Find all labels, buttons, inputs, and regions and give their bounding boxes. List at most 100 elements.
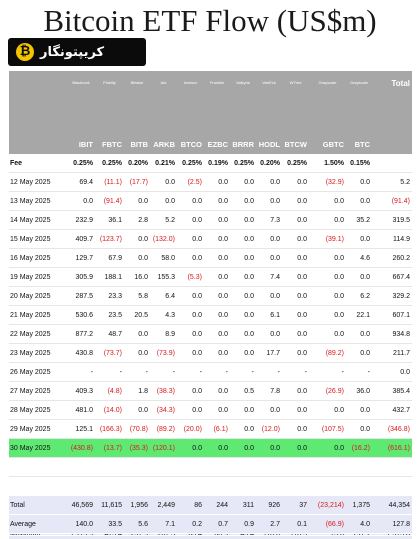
stat-label: Maximum (9, 534, 67, 536)
flow-cell: (35.3) (124, 439, 150, 458)
stat-cell: 0.9 (230, 515, 256, 534)
flow-cell: 0.0 (256, 439, 282, 458)
flow-cell: 0.0 (124, 249, 150, 268)
stat-cell: 1,375 (346, 496, 372, 515)
flow-cell: 0.0 (256, 287, 282, 306)
flow-cell: 0.0 (204, 439, 230, 458)
flow-cell: 0.0 (282, 344, 309, 363)
row-date: 22 May 2025 (9, 325, 67, 344)
flow-cell (177, 458, 204, 477)
flow-cell: - (282, 363, 309, 382)
flow-cell: 0.0 (204, 211, 230, 230)
flow-cell: 409.7 (67, 230, 95, 249)
stat-label: Average (9, 515, 67, 534)
header-corner (9, 71, 67, 114)
fee-cell: 0.19% (204, 154, 230, 173)
flow-cell: 0.0 (256, 173, 282, 192)
header-spacer (346, 114, 372, 122)
stat-cell: (642.5) (282, 536, 309, 539)
ticker-total-blank (372, 134, 412, 154)
fee-total-blank (372, 154, 412, 173)
flow-cell: (132.0) (150, 230, 177, 249)
stat-cell: 43.4 (230, 534, 256, 536)
stat-cell: 0.7 (204, 515, 230, 534)
flow-cell: (346.8) (372, 420, 412, 439)
header-subrow (124, 122, 150, 134)
flow-cell: 7.3 (256, 211, 282, 230)
flow-cell: (2.5) (177, 173, 204, 192)
flow-cell: 0.0 (230, 173, 256, 192)
flow-cell: 7.4 (256, 268, 282, 287)
flow-cell: 260.2 (372, 249, 412, 268)
header-subrow (204, 122, 230, 134)
stat-cell: 118.5 (282, 534, 309, 536)
flow-cell: 0.0 (346, 401, 372, 420)
flow-cell: 0.0 (282, 420, 309, 439)
stat-cell: (280.7) (124, 536, 150, 539)
flow-cell: 23.3 (95, 287, 124, 306)
stat-cell: 37 (282, 496, 309, 515)
flow-cell: (16.2) (346, 439, 372, 458)
flow-cell: 0.0 (282, 192, 309, 211)
flow-cell: - (204, 363, 230, 382)
row-date: 27 May 2025 (9, 382, 67, 401)
flow-cell: 0.0 (346, 268, 372, 287)
flow-cell: 0.0 (204, 173, 230, 192)
stat-cell: 118.8 (256, 534, 282, 536)
stat-cell: 63.4 (177, 534, 204, 536)
header-spacer (124, 114, 150, 122)
flow-cell: (20.0) (177, 420, 204, 439)
brand-header: Bitwise (124, 71, 150, 114)
flow-cell: 0.0 (124, 230, 150, 249)
brand-header: WTree (282, 71, 309, 114)
flow-cell: (91.4) (372, 192, 412, 211)
flow-cell: (34.3) (150, 401, 177, 420)
flow-cell: 232.9 (67, 211, 95, 230)
brand-logo: ₿ کریپتونگار (8, 38, 146, 66)
stat-cell: 311 (230, 496, 256, 515)
flow-cell: 0.0 (204, 306, 230, 325)
flow-cell: 329.2 (372, 287, 412, 306)
flow-cell: 0.0 (204, 287, 230, 306)
row-date: 26 May 2025 (9, 363, 67, 382)
stat-cell: 1,373.8 (372, 534, 412, 536)
brand-header: Grayscale (309, 71, 346, 114)
flow-cell: 2.8 (124, 211, 150, 230)
stat-cell: (12.0) (230, 536, 256, 539)
table-gap (177, 477, 204, 496)
flow-cell: 0.0 (256, 249, 282, 268)
ticker-header: HODL (256, 134, 282, 154)
flow-cell (256, 458, 282, 477)
flow-cell: 17.7 (256, 344, 282, 363)
flow-cell: 0.0 (177, 382, 204, 401)
stat-label: Minimum (9, 536, 67, 539)
flow-cell: (123.7) (95, 230, 124, 249)
flow-cell: 0.0 (346, 420, 372, 439)
flow-cell (309, 458, 346, 477)
flow-cell: (26.9) (309, 382, 346, 401)
total-header: Total (372, 71, 412, 114)
flow-cell: (616.1) (372, 439, 412, 458)
flow-cell: 6.2 (346, 287, 372, 306)
stat-label: Total (9, 496, 67, 515)
flow-cell: 0.0 (124, 325, 150, 344)
flow-cell: 36.1 (95, 211, 124, 230)
flow-cell: 0.0 (346, 230, 372, 249)
header-subrow (230, 122, 256, 134)
stat-cell: 127.8 (372, 515, 412, 534)
flow-cell: 409.3 (67, 382, 95, 401)
flow-cell: 0.0 (204, 192, 230, 211)
stat-cell: 7.1 (150, 515, 177, 534)
ticker-header: BRRR (230, 134, 256, 154)
stat-cell: 86 (177, 496, 204, 515)
flow-cell: 0.0 (346, 325, 372, 344)
flow-cell: (70.8) (124, 420, 150, 439)
header-spacer (309, 114, 346, 122)
header-subrow (309, 122, 346, 134)
flow-cell: 0.0 (282, 287, 309, 306)
flow-cell: (12.0) (256, 420, 282, 439)
flow-cell: 5.8 (124, 287, 150, 306)
stat-cell: 5.6 (124, 515, 150, 534)
stat-cell: (66.9) (309, 515, 346, 534)
flow-cell: 0.0 (204, 249, 230, 268)
